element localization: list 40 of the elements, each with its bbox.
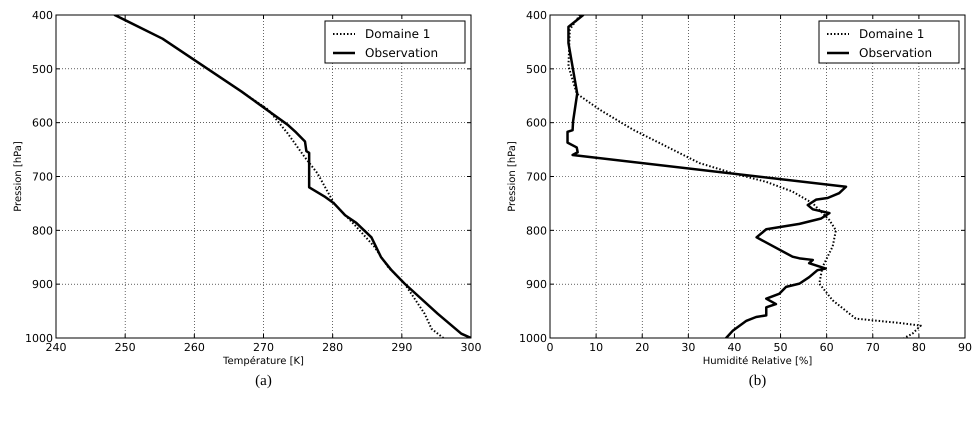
legend-label: Observation: [365, 46, 438, 60]
x-tick-label: 250: [114, 341, 136, 354]
y-tick-label: 900: [32, 278, 53, 292]
x-tick-label: 300: [460, 341, 482, 354]
y-tick-label: 1000: [519, 332, 547, 345]
x-tick-label: 90: [958, 341, 972, 354]
legend-label: Domaine 1: [859, 27, 924, 41]
y-tick-label: 400: [32, 9, 53, 22]
x-tick-label: 280: [322, 341, 344, 354]
x-tick-label: 270: [253, 341, 274, 354]
x-tick-label: 40: [727, 341, 742, 354]
legend-label: Observation: [859, 46, 932, 60]
y-tick-label: 800: [32, 224, 53, 238]
y-tick-label: 700: [526, 170, 547, 184]
x-tick-label: 10: [589, 341, 604, 354]
x-tick-label: 30: [681, 341, 696, 354]
legend-label: Domaine 1: [365, 27, 430, 41]
x-axis-title: Humidité Relative [%]: [702, 356, 812, 367]
y-tick-label: 400: [526, 9, 547, 22]
text: (b): [748, 373, 766, 389]
x-tick-label: 80: [912, 341, 926, 354]
y-tick-label: 500: [32, 62, 53, 76]
x-tick-label: 20: [635, 341, 650, 354]
y-tick-label: 500: [526, 62, 547, 76]
y-tick-label: 900: [526, 278, 547, 292]
x-axis-title: Température [K]: [222, 356, 304, 367]
x-tick-label: 290: [391, 341, 412, 354]
y-tick-label: 600: [526, 116, 547, 130]
x-tick-label: 0: [546, 341, 554, 354]
y-tick-label: 800: [526, 224, 547, 238]
text: (a): [255, 373, 272, 389]
x-tick-label: 260: [184, 341, 205, 354]
y-tick-label: 700: [32, 170, 53, 184]
y-tick-label: 600: [32, 116, 53, 130]
y-axis-title: Pression [hPa]: [507, 141, 518, 212]
x-tick-label: 60: [820, 341, 834, 354]
x-tick-label: 50: [774, 341, 788, 354]
x-tick-label: 70: [866, 341, 880, 354]
x-tick-label: 240: [46, 341, 66, 354]
y-axis-title: Pression [hPa]: [13, 141, 24, 212]
